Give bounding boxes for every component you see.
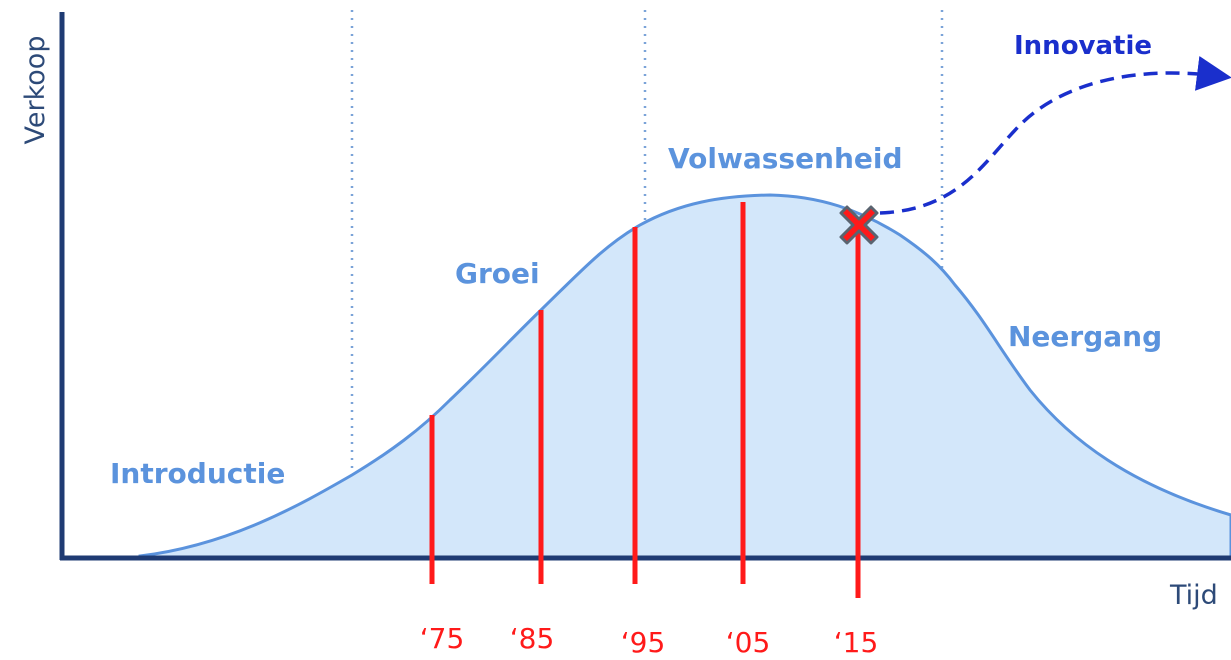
phase-label: Introductie [110, 457, 285, 490]
year-label: ‘85 [510, 622, 555, 655]
lifecycle-curve [138, 193, 1231, 559]
phase-label: Volwassenheid [668, 142, 903, 175]
innovation-label: Innovatie [1014, 31, 1152, 61]
year-lines [429, 202, 861, 598]
x-axis-label: Tijd [1169, 580, 1218, 611]
phase-label: Groei [455, 257, 540, 290]
year-label: ‘15 [834, 626, 879, 659]
year-label: ‘95 [621, 626, 666, 659]
y-axis-label: Verkoop [20, 36, 51, 145]
x-mark [839, 205, 879, 245]
innovation-arrow [879, 56, 1231, 215]
year-label: ‘75 [420, 622, 465, 655]
year-label: ‘05 [726, 626, 771, 659]
phase-label: Neergang [1008, 320, 1162, 353]
axes [59, 12, 1231, 561]
